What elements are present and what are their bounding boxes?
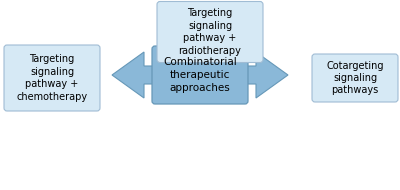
Text: Targeting
signaling
pathway +
radiotherapy: Targeting signaling pathway + radiothera… bbox=[178, 8, 242, 56]
FancyBboxPatch shape bbox=[4, 45, 100, 111]
Text: Cotargeting
signaling
pathways: Cotargeting signaling pathways bbox=[326, 61, 384, 95]
Polygon shape bbox=[200, 52, 288, 98]
FancyBboxPatch shape bbox=[157, 2, 263, 63]
FancyBboxPatch shape bbox=[152, 46, 248, 104]
Polygon shape bbox=[112, 52, 200, 98]
Polygon shape bbox=[177, 5, 223, 75]
Text: Combinatorial
therapeutic
approaches: Combinatorial therapeutic approaches bbox=[163, 57, 237, 93]
FancyBboxPatch shape bbox=[312, 54, 398, 102]
Text: Targeting
signaling
pathway +
chemotherapy: Targeting signaling pathway + chemothera… bbox=[16, 54, 88, 102]
